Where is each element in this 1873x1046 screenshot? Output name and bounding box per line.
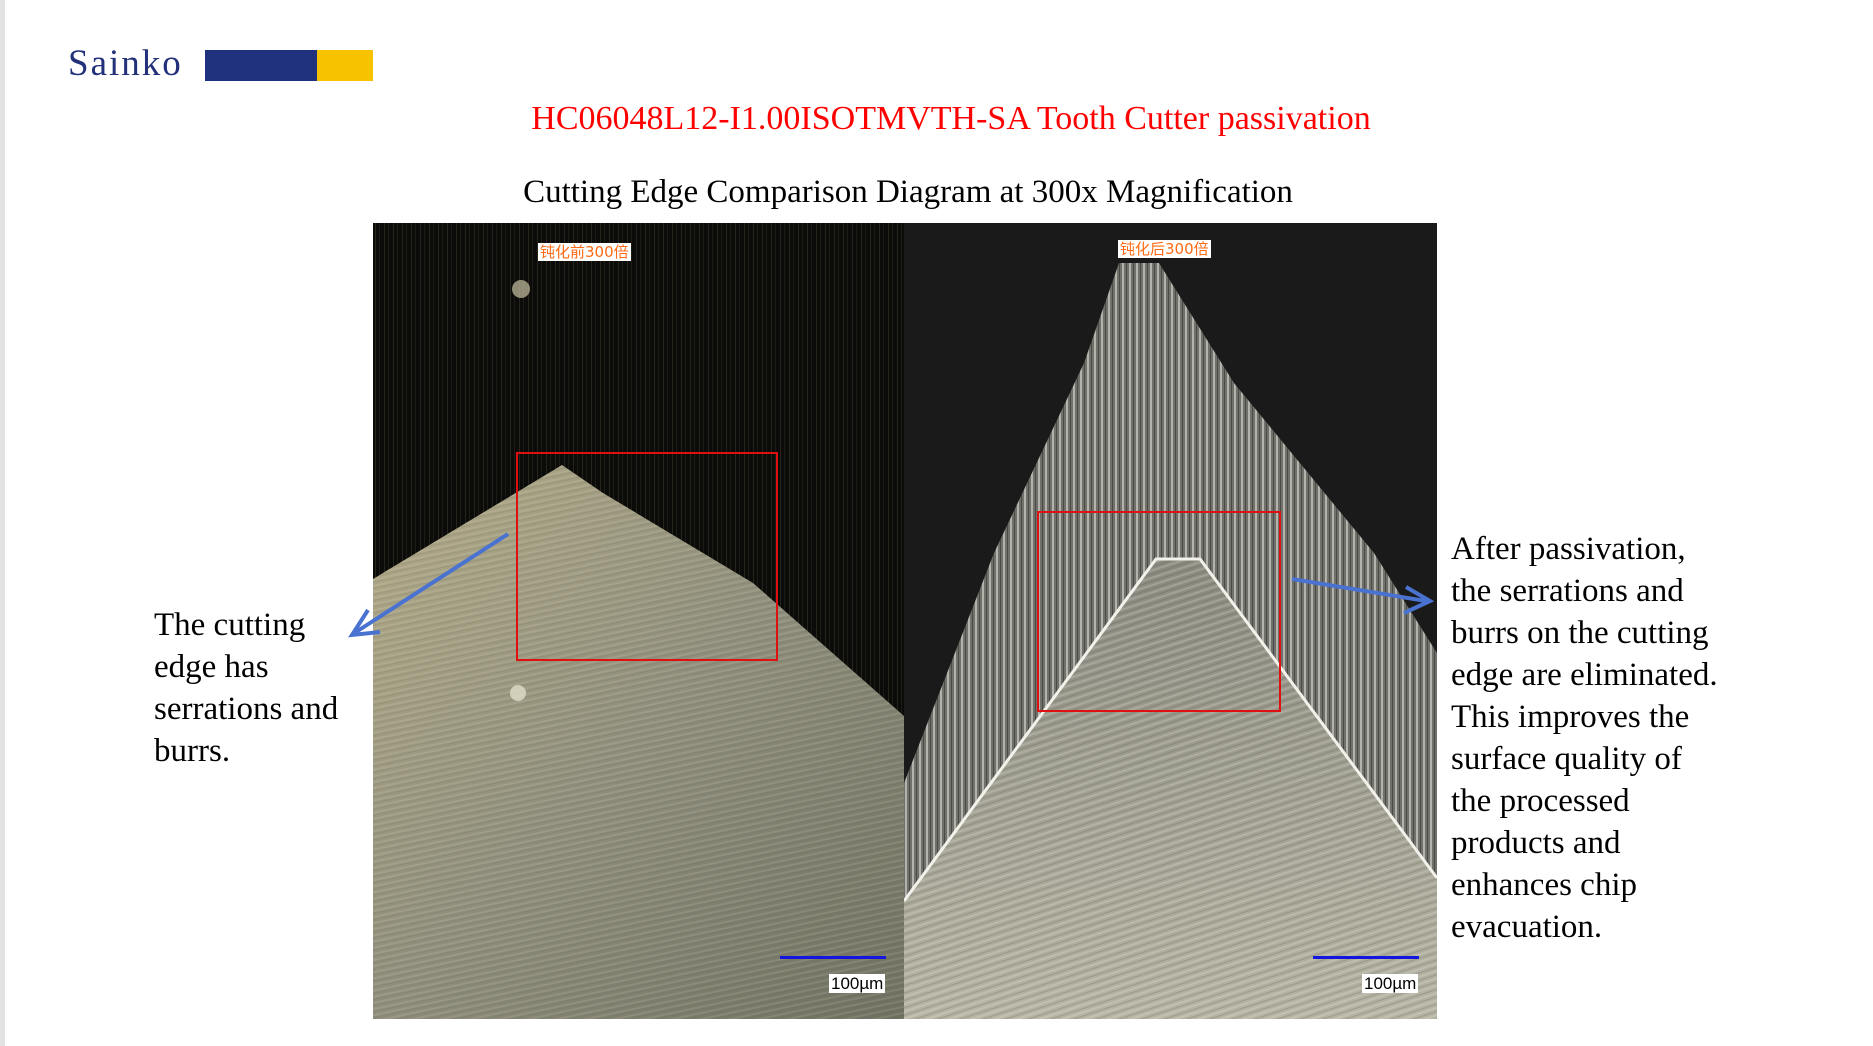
- page-title: HC06048L12-I1.00ISOTMVTH-SA Tooth Cutter…: [531, 100, 1371, 137]
- after-note-line: the serrations and: [1451, 573, 1684, 609]
- scale-label-before: 100µm: [829, 974, 886, 993]
- before-note: The cutting edge has serrations and burr…: [154, 604, 338, 772]
- scale-bar-before: [780, 956, 886, 959]
- highlight-box-after: [1037, 511, 1281, 712]
- before-note-line: serrations and: [154, 691, 339, 727]
- after-note-line: edge are eliminated.: [1451, 657, 1718, 693]
- arrow-right-icon: [1291, 577, 1435, 615]
- after-note-line: burrs on the cutting: [1451, 615, 1709, 651]
- after-note: After passivation, the serrations and bu…: [1451, 528, 1718, 948]
- after-note-line: products and: [1451, 825, 1621, 861]
- after-note-line: This improves the: [1451, 699, 1690, 735]
- logo-bar-yellow: [317, 50, 373, 81]
- logo-text: Sainko: [68, 43, 183, 84]
- after-note-line: After passivation,: [1451, 531, 1686, 567]
- page-subtitle: Cutting Edge Comparison Diagram at 300x …: [523, 174, 1293, 210]
- photo-before-label: 钝化前300倍: [538, 243, 631, 261]
- after-note-line: surface quality of: [1451, 741, 1682, 777]
- page-edge: [0, 0, 5, 1046]
- after-note-line: the processed: [1451, 783, 1630, 819]
- after-note-line: evacuation.: [1451, 909, 1603, 945]
- highlight-box-before: [516, 452, 778, 661]
- photo-after-label: 钝化后300倍: [1118, 240, 1211, 258]
- photo-after: [904, 223, 1437, 1019]
- after-note-line: enhances chip: [1451, 867, 1637, 903]
- photo-before: [373, 223, 904, 1019]
- arrow-left-icon: [348, 532, 510, 638]
- logo-bar-navy: [205, 50, 317, 81]
- before-note-line: burrs.: [154, 733, 231, 769]
- before-note-line: The cutting: [154, 607, 306, 643]
- scale-label-after: 100µm: [1362, 974, 1419, 993]
- scale-bar-after: [1313, 956, 1419, 959]
- before-note-line: edge has: [154, 649, 269, 685]
